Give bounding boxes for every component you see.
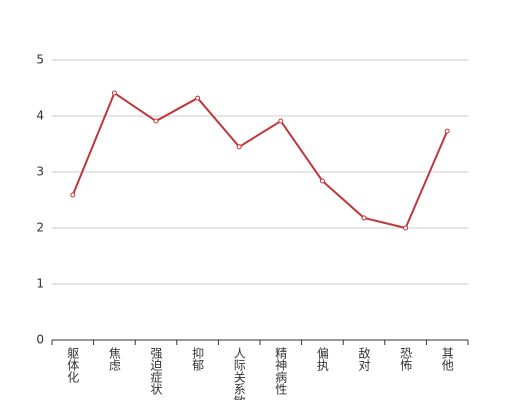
line (71, 91, 449, 230)
point (70, 192, 76, 198)
x-tick-label: 躯体化 (66, 346, 80, 384)
x-tick-label: 强迫症状 (149, 347, 163, 395)
point (319, 178, 325, 184)
point (111, 90, 117, 96)
y-tick-label: 4 (36, 109, 44, 123)
x-tick-label: 偏执 (315, 346, 329, 372)
y-tick-label: 5 (36, 53, 44, 67)
point (153, 118, 159, 124)
x-tick-label: 恐怖 (399, 347, 413, 371)
x-tick-label: 其他 (440, 347, 454, 371)
point (278, 118, 284, 124)
point (236, 144, 242, 150)
x-tick-label: 人际关系敏感 (232, 347, 246, 400)
x-tick-label: 敌对 (357, 346, 371, 371)
y-tick-label: 0 (36, 333, 44, 347)
y-tick-label: 1 (36, 277, 44, 291)
point (195, 95, 201, 101)
y-tick-label: 2 (36, 221, 44, 235)
point (444, 128, 450, 134)
point (403, 225, 409, 231)
x-tick-label: 精神病性 (274, 347, 288, 396)
y-tick-label: 3 (36, 165, 44, 179)
x-tick-label: 焦虑 (107, 347, 121, 371)
point (361, 215, 367, 221)
x-tick-label: 抑郁 (191, 346, 205, 372)
